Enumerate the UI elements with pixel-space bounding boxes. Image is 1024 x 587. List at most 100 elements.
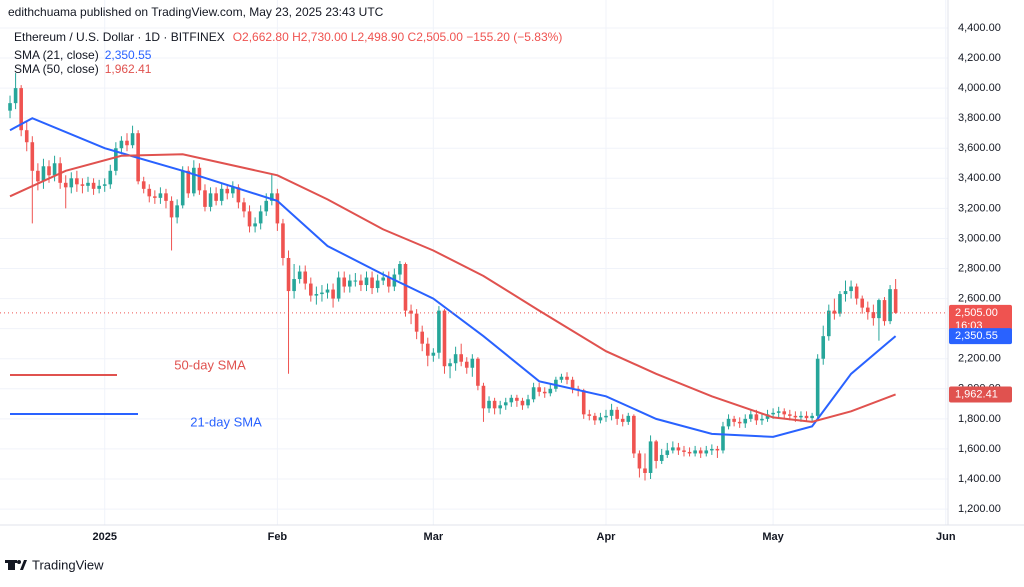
candle-body bbox=[687, 451, 692, 454]
candle-body bbox=[147, 188, 152, 197]
candle-body bbox=[648, 441, 653, 473]
y-tick-label: 2,800.00 bbox=[958, 262, 1001, 274]
candle-body bbox=[765, 414, 770, 419]
candle-body bbox=[620, 418, 625, 422]
candle-body bbox=[832, 310, 837, 314]
candle-body bbox=[375, 280, 380, 289]
price-tag bbox=[949, 386, 1012, 403]
candle-body bbox=[893, 289, 898, 313]
y-tick-label: 3,400.00 bbox=[958, 172, 1001, 184]
candle-body bbox=[721, 426, 725, 451]
candle-body bbox=[698, 450, 703, 454]
candle-body bbox=[682, 450, 686, 452]
candle-body bbox=[888, 289, 892, 322]
candle-body bbox=[665, 450, 670, 455]
candle-body bbox=[102, 184, 107, 186]
candle-body bbox=[108, 170, 113, 185]
candle-body bbox=[414, 313, 419, 332]
candle-body bbox=[593, 415, 597, 421]
candle-body bbox=[153, 196, 157, 198]
candle-body bbox=[47, 166, 51, 176]
candle-body bbox=[827, 310, 831, 337]
candle-body bbox=[865, 307, 870, 313]
candle-body bbox=[799, 415, 803, 418]
candle-body bbox=[86, 182, 90, 186]
candle-body bbox=[843, 291, 848, 295]
y-tick-label: 2,600.00 bbox=[958, 292, 1001, 304]
price-tag-label: 2,350.55 bbox=[955, 330, 998, 342]
candle-body bbox=[219, 188, 224, 201]
footer-brand: TradingView bbox=[32, 557, 104, 572]
candle-body bbox=[838, 294, 842, 314]
candle-body bbox=[815, 358, 820, 416]
y-tick-label: 1,400.00 bbox=[958, 473, 1001, 485]
candle-body bbox=[693, 450, 697, 454]
candle-body bbox=[704, 450, 709, 454]
candle-body bbox=[292, 279, 296, 292]
candle-body bbox=[626, 415, 631, 422]
publisher: edithchuama published on TradingView.com… bbox=[8, 5, 384, 19]
legend-label: SMA (50, close) bbox=[14, 62, 99, 76]
candle-body bbox=[464, 361, 469, 368]
y-tick-label: 1,600.00 bbox=[958, 443, 1001, 455]
candle-body bbox=[8, 103, 12, 111]
quote: O2,662.80 H2,730.00 L2,498.90 C2,505.00 … bbox=[233, 30, 563, 44]
candle-body bbox=[30, 142, 35, 171]
candle-body bbox=[793, 415, 798, 418]
candle-body bbox=[587, 414, 592, 416]
candle-body bbox=[214, 193, 218, 201]
candle-body bbox=[320, 292, 324, 295]
candle-body bbox=[565, 376, 569, 380]
legend-value: 2,350.55 bbox=[105, 48, 152, 62]
legend-value: 1,962.41 bbox=[105, 62, 152, 76]
candle-body bbox=[409, 310, 413, 314]
candle-body bbox=[353, 280, 358, 282]
candle-body bbox=[347, 280, 352, 287]
candle-body bbox=[448, 363, 452, 367]
candle-body bbox=[24, 130, 29, 143]
candle-body bbox=[871, 312, 876, 319]
candle-body bbox=[270, 193, 274, 201]
candle-body bbox=[671, 447, 675, 451]
candle-body bbox=[882, 300, 887, 322]
candle-body bbox=[548, 388, 553, 394]
candle-body bbox=[331, 289, 335, 299]
candle-body bbox=[97, 185, 101, 189]
candle-body bbox=[186, 170, 191, 194]
candle-body bbox=[125, 140, 129, 146]
candle-body bbox=[41, 166, 46, 182]
candle-body bbox=[203, 190, 207, 207]
candle-body bbox=[370, 277, 374, 289]
candle-body bbox=[359, 280, 363, 286]
candle-body bbox=[810, 415, 814, 419]
candle-body bbox=[632, 415, 636, 454]
candle-body bbox=[431, 352, 436, 356]
candle-body bbox=[503, 402, 508, 406]
candle-body bbox=[732, 418, 736, 422]
candle-body bbox=[91, 182, 96, 189]
candle-body bbox=[542, 391, 547, 394]
candle-body bbox=[643, 468, 647, 473]
candle-body bbox=[470, 358, 475, 368]
candle-body bbox=[197, 167, 202, 191]
candle-body bbox=[253, 223, 257, 227]
candle-body bbox=[531, 387, 536, 400]
y-tick-label: 2,200.00 bbox=[958, 353, 1001, 365]
candle-body bbox=[114, 148, 118, 171]
price-tag-label: 2,505.00 bbox=[955, 307, 998, 319]
candle-body bbox=[737, 421, 742, 424]
candle-body bbox=[437, 310, 441, 353]
legend-label: SMA (21, close) bbox=[14, 48, 99, 62]
candle-body bbox=[609, 409, 614, 416]
candle-body bbox=[258, 211, 263, 224]
candle-body bbox=[760, 418, 764, 421]
candle-body bbox=[604, 415, 608, 418]
candle-body bbox=[492, 400, 497, 409]
x-tick-label: Mar bbox=[424, 531, 444, 543]
candle-body bbox=[314, 294, 319, 296]
candle-body bbox=[381, 277, 386, 281]
candle-body bbox=[849, 286, 853, 292]
candle-body bbox=[559, 376, 564, 380]
